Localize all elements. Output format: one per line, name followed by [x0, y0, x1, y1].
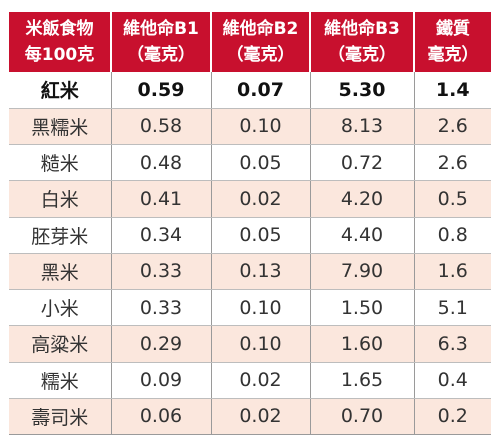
cell-b1: 0.41	[111, 180, 212, 218]
cell-food: 紅米	[9, 72, 112, 109]
table-row: 小米 0.33 0.10 1.50 5.1	[9, 289, 491, 327]
cell-b3: 0.70	[310, 398, 415, 436]
table-row: 糯米 0.09 0.02 1.65 0.4	[9, 362, 491, 399]
header-b2: 維他命B2 （毫克）	[211, 12, 311, 72]
cell-iron: 1.4	[414, 72, 491, 109]
cell-iron: 0.2	[414, 398, 491, 436]
cell-food: 白米	[9, 180, 112, 218]
cell-b1: 0.29	[111, 325, 212, 363]
cell-b1: 0.58	[111, 108, 212, 146]
cell-iron: 0.4	[414, 362, 491, 399]
cell-b1: 0.33	[111, 253, 212, 291]
cell-iron: 2.6	[414, 108, 491, 146]
header-b1: 維他命B1 （毫克）	[111, 12, 212, 72]
cell-b1: 0.33	[111, 289, 212, 327]
cell-b3: 1.50	[310, 289, 415, 327]
cell-b3: 7.90	[310, 253, 415, 291]
cell-iron: 0.5	[414, 180, 491, 218]
cell-b3: 4.40	[310, 217, 415, 254]
header-food: 米飯食物 每100克	[9, 12, 112, 72]
header-b3: 維他命B3 （毫克）	[310, 12, 415, 72]
cell-food: 壽司米	[9, 398, 112, 436]
table-row: 黑糯米 0.58 0.10 8.13 2.6	[9, 108, 491, 146]
header-row: 米飯食物 每100克 維他命B1 （毫克） 維他命B2 （毫克） 維他命B3 （…	[9, 12, 491, 72]
cell-b2: 0.05	[211, 144, 311, 182]
cell-b2: 0.10	[211, 289, 311, 327]
cell-b1: 0.09	[111, 362, 212, 399]
cell-b2: 0.05	[211, 217, 311, 254]
header-b2-line2: （毫克）	[226, 45, 295, 65]
cell-food: 小米	[9, 289, 112, 327]
header-b1-line1: 維他命B1	[123, 19, 199, 39]
cell-food: 糯米	[9, 362, 112, 399]
cell-b2: 0.02	[211, 362, 311, 399]
header-iron-line1: 鐵質	[436, 19, 470, 39]
table-row: 高粱米 0.29 0.10 1.60 6.3	[9, 325, 491, 363]
table-row: 紅米 0.59 0.07 5.30 1.4	[9, 72, 491, 109]
cell-b3: 8.13	[310, 108, 415, 146]
cell-b2: 0.02	[211, 398, 311, 436]
header-b1-line2: （毫克）	[127, 45, 195, 65]
cell-b1: 0.59	[111, 72, 212, 109]
cell-b3: 1.60	[310, 325, 415, 363]
cell-b3: 0.72	[310, 144, 415, 182]
header-iron-line2: 毫克）	[427, 45, 479, 65]
cell-food: 糙米	[9, 144, 112, 182]
header-b3-line2: （毫克）	[328, 45, 396, 65]
cell-b2: 0.02	[211, 180, 311, 218]
cell-b2: 0.10	[211, 108, 311, 146]
cell-b1: 0.48	[111, 144, 212, 182]
cell-iron: 2.6	[414, 144, 491, 182]
nutrition-table: 米飯食物 每100克 維他命B1 （毫克） 維他命B2 （毫克） 維他命B3 （…	[9, 12, 491, 436]
header-b2-line1: 維他命B2	[222, 19, 299, 39]
cell-food: 黑糯米	[9, 108, 112, 146]
cell-b1: 0.06	[111, 398, 212, 436]
cell-iron: 6.3	[414, 325, 491, 363]
cell-b1: 0.34	[111, 217, 212, 254]
table-body: 紅米 0.59 0.07 5.30 1.4 黑糯米 0.58 0.10 8.13…	[9, 72, 491, 436]
header-food-line2: 每100克	[24, 45, 95, 65]
cell-food: 高粱米	[9, 325, 112, 363]
cell-iron: 1.6	[414, 253, 491, 291]
cell-food: 胚芽米	[9, 217, 112, 254]
table-row: 胚芽米 0.34 0.05 4.40 0.8	[9, 217, 491, 254]
cell-b3: 5.30	[310, 72, 415, 109]
table-row: 壽司米 0.06 0.02 0.70 0.2	[9, 398, 491, 436]
cell-b2: 0.13	[211, 253, 311, 291]
table-row: 白米 0.41 0.02 4.20 0.5	[9, 180, 491, 218]
header-b3-line1: 維他命B3	[324, 19, 400, 39]
table-row: 糙米 0.48 0.05 0.72 2.6	[9, 144, 491, 182]
cell-b3: 1.65	[310, 362, 415, 399]
cell-food: 黑米	[9, 253, 112, 291]
cell-b2: 0.10	[211, 325, 311, 363]
cell-iron: 0.8	[414, 217, 491, 254]
cell-b2: 0.07	[211, 72, 311, 109]
cell-b3: 4.20	[310, 180, 415, 218]
table-header: 米飯食物 每100克 維他命B1 （毫克） 維他命B2 （毫克） 維他命B3 （…	[9, 12, 491, 72]
cell-iron: 5.1	[414, 289, 491, 327]
header-iron: 鐵質 毫克）	[414, 12, 491, 72]
table-row: 黑米 0.33 0.13 7.90 1.6	[9, 253, 491, 291]
header-food-line1: 米飯食物	[25, 19, 94, 39]
